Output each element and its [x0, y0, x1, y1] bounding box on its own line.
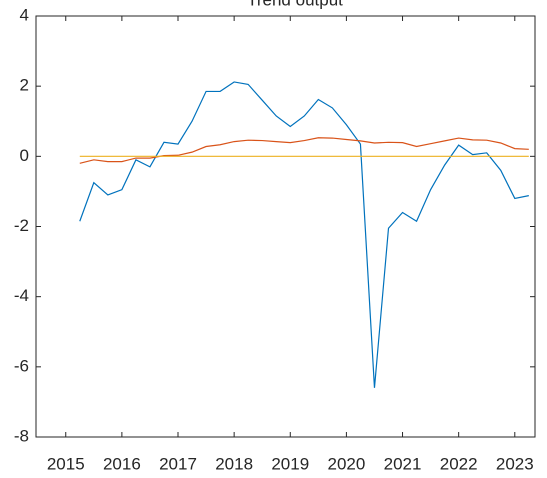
- x-tick-label: 2020: [327, 454, 365, 473]
- x-tick-label: 2022: [440, 454, 478, 473]
- y-tick-label: 4: [20, 5, 29, 24]
- y-tick-label: -6: [14, 356, 29, 375]
- x-tick-label: 2021: [384, 454, 422, 473]
- x-tick-label: 2023: [496, 454, 534, 473]
- y-tick-label: -8: [14, 426, 29, 445]
- x-tick-label: 2018: [215, 454, 253, 473]
- x-tick-label: 2016: [103, 454, 141, 473]
- x-tick-label: 2015: [47, 454, 85, 473]
- x-tick-label: 2017: [159, 454, 197, 473]
- y-tick-label: 0: [20, 146, 29, 165]
- chart-title: Trend output: [247, 0, 343, 9]
- line-series: [79, 137, 529, 164]
- y-tick-label: -2: [14, 216, 29, 235]
- y-tick-label: -4: [14, 286, 29, 305]
- line-series: [79, 81, 529, 388]
- y-tick-label: 2: [20, 76, 29, 95]
- x-tick-label: 2019: [271, 454, 309, 473]
